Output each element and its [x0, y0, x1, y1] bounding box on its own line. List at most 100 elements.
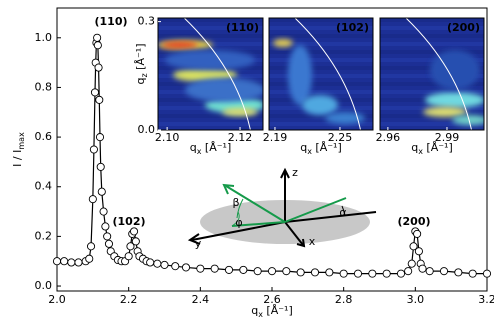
heatmap-stripe — [269, 114, 373, 118]
diagram-label: y — [195, 237, 202, 250]
heatmap-blob — [162, 42, 198, 48]
x-tick-label: 3.0 — [407, 293, 425, 306]
data-point — [296, 268, 305, 277]
heatmap-stripe — [269, 82, 373, 86]
heatmap-stripe — [269, 90, 373, 94]
data-point — [95, 95, 104, 104]
inset-frame — [157, 17, 264, 131]
data-point — [103, 232, 112, 241]
axis-label: qx [Å⁻¹] — [411, 141, 453, 156]
heatmap-stripe — [380, 42, 484, 46]
data-point — [439, 267, 449, 276]
data-point — [181, 263, 191, 272]
data-point — [124, 252, 133, 261]
axis-label: qx [Å⁻¹] — [300, 141, 342, 156]
vector-line — [225, 185, 286, 223]
phi-arc — [231, 211, 240, 227]
data-point — [97, 187, 106, 196]
data-point — [239, 265, 248, 274]
data-point — [482, 269, 492, 278]
y-tick-label: 0.4 — [35, 180, 53, 193]
data-point — [67, 258, 76, 267]
inset-frame — [268, 17, 374, 131]
heatmap-stripe — [158, 122, 263, 126]
heatmap-blob — [222, 108, 258, 116]
data-point — [425, 267, 434, 276]
label-unit: [Å⁻¹] — [423, 141, 453, 154]
data-point — [93, 41, 102, 50]
axis-label: qx [Å⁻¹] — [190, 141, 232, 156]
data-point — [126, 242, 135, 251]
heatmap-stripe — [380, 90, 484, 94]
label-unit: [Å⁻¹] — [263, 304, 293, 317]
inset-x-tick-label: 2.19 — [263, 131, 288, 144]
inset — [158, 18, 263, 130]
label-text: q — [251, 304, 258, 317]
inset-y-tick-label: 0.0 — [138, 123, 156, 136]
data-point — [93, 33, 102, 42]
data-point — [454, 268, 463, 277]
data-point — [196, 264, 205, 273]
data-point — [99, 207, 108, 216]
data-point — [104, 239, 114, 248]
data-point — [404, 267, 413, 276]
inset-frame — [379, 17, 485, 131]
axis-label: I / Imax — [11, 132, 26, 167]
data-point — [407, 259, 416, 268]
peak-label: (102) — [112, 215, 145, 228]
diagram-label: z — [292, 166, 298, 179]
ewald-arc — [405, 18, 473, 130]
diagram-label: φ — [235, 216, 242, 229]
data-point — [94, 63, 103, 72]
arrow-head — [280, 167, 290, 179]
data-point — [101, 222, 110, 231]
heatmap-stripe — [158, 26, 263, 30]
x-tick-label: 2.6 — [263, 293, 281, 306]
x-tick-label: 2.2 — [120, 293, 138, 306]
data-point — [382, 269, 391, 278]
label-text: q — [411, 141, 418, 154]
beam-line — [284, 211, 377, 223]
data-point — [409, 242, 418, 251]
data-point — [85, 254, 94, 263]
data-point — [282, 267, 291, 276]
orientation-diagram — [187, 167, 377, 248]
data-point — [310, 268, 320, 277]
data-point — [368, 269, 377, 278]
data-point — [129, 227, 139, 236]
x-tick-label: 2.4 — [192, 293, 210, 306]
data-point — [90, 88, 100, 97]
heatmap-stripe — [269, 18, 373, 22]
data-point — [414, 247, 423, 256]
label-sub: x — [418, 147, 423, 156]
heatmap-stripe — [158, 34, 263, 38]
diagram-label: α — [339, 206, 346, 219]
heatmap-stripe — [269, 50, 373, 54]
inset-label: (110) — [226, 21, 259, 34]
heatmap-stripe — [269, 26, 373, 30]
inset-x-tick-label: 2.96 — [376, 131, 401, 144]
heatmap-stripe — [269, 66, 373, 70]
heatmap-stripe — [380, 58, 484, 62]
heatmap-stripe — [380, 82, 484, 86]
data-point — [146, 258, 155, 267]
inset — [269, 18, 373, 130]
data-point — [89, 145, 98, 154]
heatmap-stripe — [269, 42, 373, 46]
heatmap-stripe — [269, 58, 373, 62]
label-unit: [Å⁻¹] — [201, 141, 231, 154]
data-point — [95, 133, 105, 142]
data-point — [160, 260, 169, 269]
y-tick-label: 1.0 — [35, 31, 53, 44]
data-point — [353, 269, 363, 278]
inset-y-tick-label: 0.3 — [138, 15, 156, 28]
heatmap-blob — [185, 78, 263, 102]
heatmap-blob — [302, 95, 338, 115]
label-unit: [Å⁻¹] — [134, 43, 147, 73]
data-point — [131, 237, 140, 246]
data-point — [267, 267, 277, 276]
data-point — [153, 259, 162, 268]
y-tick-label: 0.6 — [35, 130, 53, 143]
data-point — [86, 242, 96, 251]
